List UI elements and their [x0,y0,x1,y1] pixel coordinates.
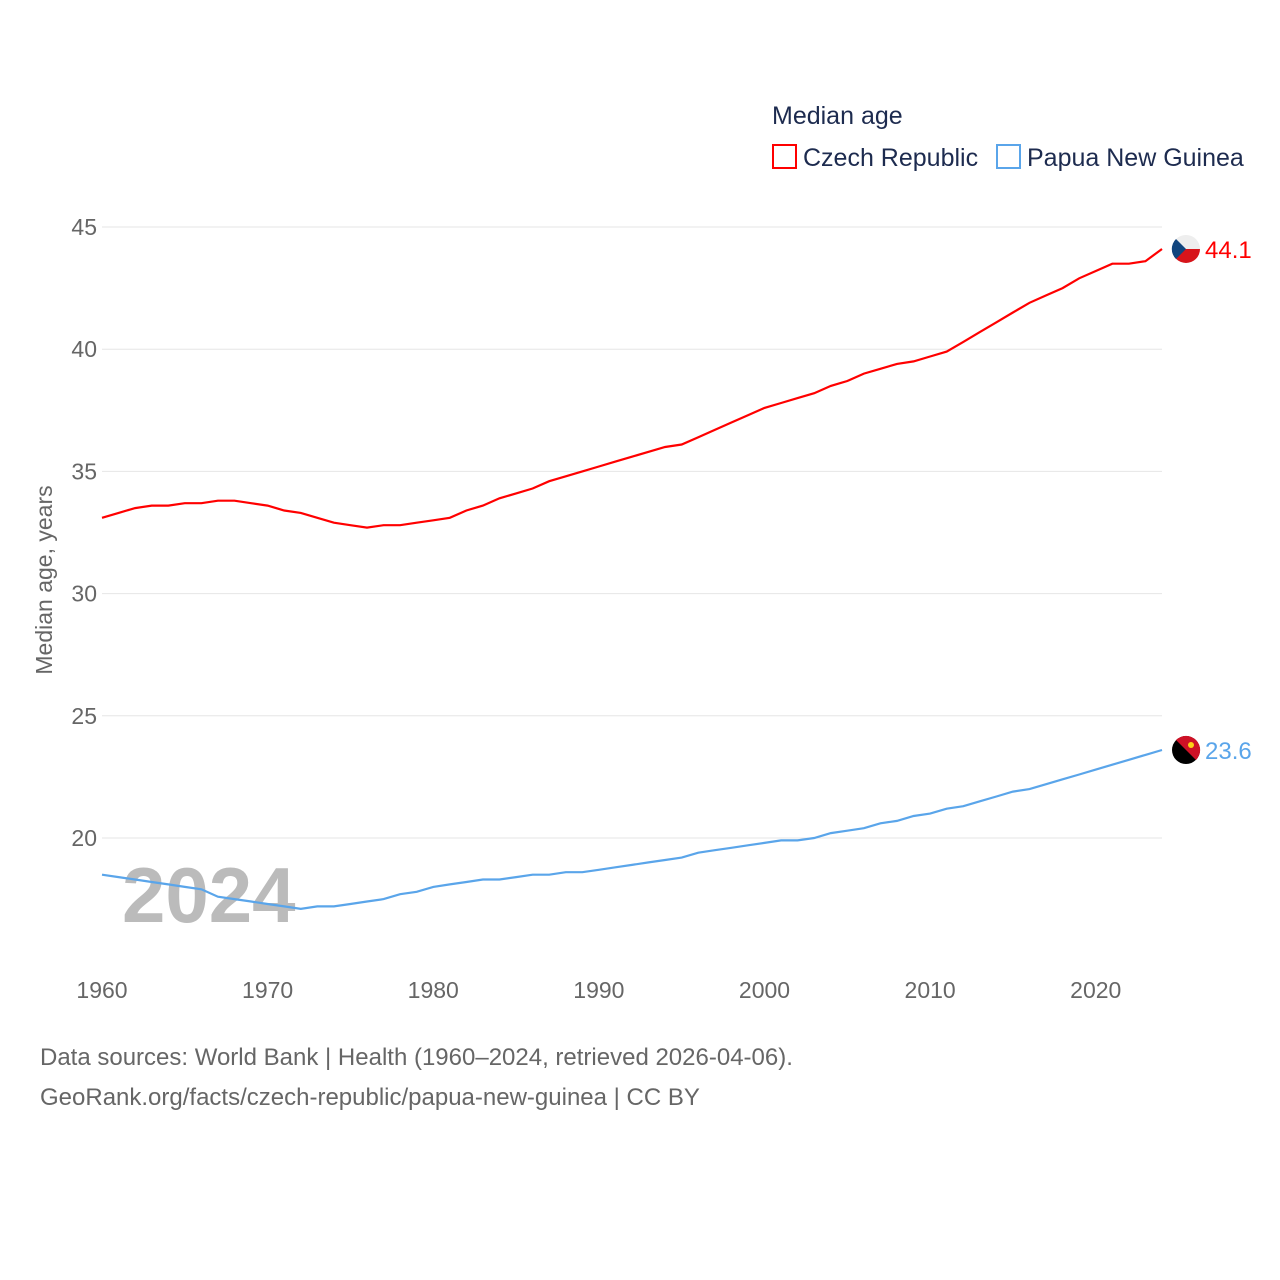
end-value-label: 23.6 [1205,738,1252,765]
flag-bird [1188,742,1194,749]
legend-title: Median age [772,102,903,130]
y-tick-label: 45 [71,214,97,240]
series-line-1 [101,748,1163,911]
x-tick-label: 1980 [408,977,459,1003]
end-value-label: 44.1 [1205,237,1252,264]
x-tick-label: 2000 [739,977,790,1003]
y-tick-label: 35 [71,458,97,484]
year-watermark: 2024 [122,851,296,939]
series-line-0 [101,248,1163,529]
x-tick-label: 2010 [905,977,956,1003]
y-tick-label: 40 [71,336,97,362]
attribution-link[interactable]: GeoRank.org/facts/czech-republic/papua-n… [40,1084,700,1111]
flag-red [1176,735,1201,761]
data-source: Data sources: World Bank | Health (1960–… [40,1044,793,1071]
y-tick-label: 20 [71,825,97,851]
flag-blue [1171,238,1186,259]
legend-label: Papua New Guinea [1027,144,1244,172]
legend-swatch [772,144,797,169]
legend-swatch [996,144,1021,169]
y-tick-label: 30 [71,581,97,607]
x-tick-label: 1970 [242,977,293,1003]
x-tick-label: 2020 [1070,977,1121,1003]
y-axis-label: Median age, years [31,485,57,674]
x-tick-label: 1960 [76,977,127,1003]
y-tick-label: 25 [71,703,97,729]
legend-label: Czech Republic [803,144,978,172]
x-tick-label: 1990 [573,977,624,1003]
